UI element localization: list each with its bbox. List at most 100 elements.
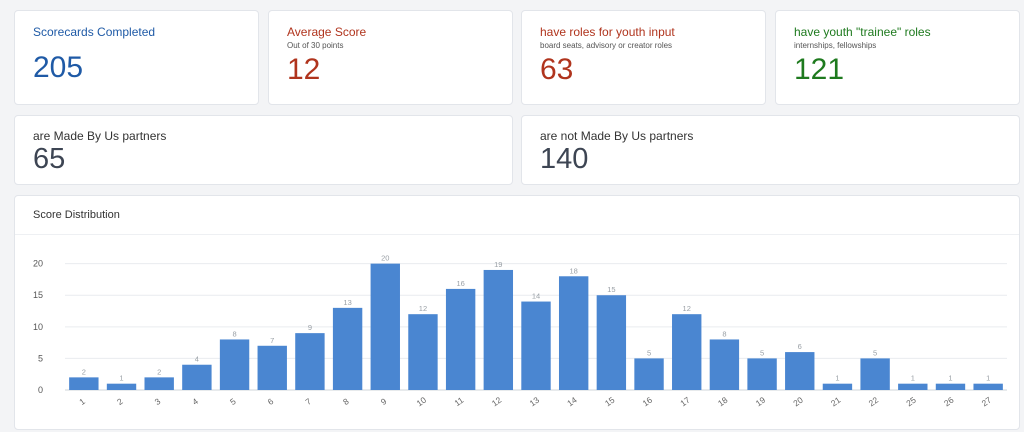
bar	[332, 307, 363, 390]
x-tick-label: 7	[303, 396, 313, 407]
data-label: 1	[948, 374, 952, 383]
stat-value: 12	[287, 53, 321, 86]
bar	[596, 295, 627, 390]
partners-title: are not Made By Us partners	[540, 129, 694, 143]
bar	[672, 314, 702, 390]
bar	[445, 288, 476, 390]
bar	[785, 352, 815, 390]
bar	[257, 345, 287, 390]
data-label: 16	[456, 279, 464, 288]
x-tick-label: 1	[77, 396, 87, 407]
y-tick-label: 5	[38, 353, 43, 363]
data-label: 6	[798, 342, 802, 351]
bar	[860, 358, 890, 390]
x-tick-label: 10	[414, 395, 428, 409]
x-tick-label: 14	[565, 395, 579, 409]
x-tick-label: 11	[452, 395, 465, 408]
data-label: 1	[911, 374, 915, 383]
stat-value: 205	[33, 51, 84, 84]
x-tick-label: 5	[228, 396, 238, 407]
bar	[634, 358, 664, 390]
bar	[370, 263, 400, 390]
stat-card-completed: Scorecards Completed 205	[14, 10, 259, 105]
x-tick-label: 2	[115, 396, 125, 407]
stat-title: Scorecards Completed	[33, 25, 156, 39]
bar	[822, 383, 853, 390]
partners-card-made-by-us: are Made By Us partners 65	[14, 115, 513, 185]
data-label: 20	[381, 254, 389, 263]
bar	[747, 358, 777, 390]
stat-card-youth-input: have roles for youth input board seats, …	[521, 10, 766, 105]
partners-value: 65	[33, 143, 66, 175]
data-label: 12	[419, 304, 427, 313]
x-tick-label: 12	[490, 395, 504, 409]
x-tick-label: 8	[341, 396, 351, 407]
data-label: 9	[308, 323, 312, 332]
data-label: 4	[195, 355, 199, 364]
stat-title: have roles for youth input	[540, 25, 675, 39]
data-label: 12	[683, 304, 691, 313]
data-label: 14	[532, 292, 540, 301]
data-label: 1	[986, 374, 990, 383]
bar	[408, 314, 438, 390]
bar	[898, 383, 928, 390]
bar	[219, 339, 250, 390]
x-tick-label: 19	[754, 395, 768, 409]
x-tick-label: 16	[641, 395, 655, 409]
y-tick-label: 10	[33, 322, 43, 332]
bar	[106, 383, 137, 390]
data-label: 2	[82, 367, 86, 376]
partners-title: are Made By Us partners	[33, 129, 167, 143]
x-tick-label: 9	[379, 396, 389, 407]
x-tick-label: 13	[528, 395, 542, 409]
data-label: 8	[232, 329, 236, 338]
bar	[144, 377, 174, 390]
bar	[69, 377, 99, 390]
x-tick-label: 25	[904, 395, 918, 409]
x-tick-label: 17	[678, 395, 692, 409]
stat-subtitle: Out of 30 points	[287, 41, 344, 50]
bar	[709, 339, 740, 390]
data-label: 19	[494, 260, 502, 269]
bar	[521, 301, 551, 390]
y-tick-label: 20	[33, 259, 43, 269]
x-tick-label: 26	[942, 395, 956, 409]
x-tick-label: 22	[867, 395, 881, 409]
x-tick-label: 4	[190, 396, 200, 407]
data-label: 1	[835, 374, 839, 383]
x-tick-label: 21	[829, 395, 843, 409]
stat-card-average: Average Score Out of 30 points 12	[268, 10, 513, 105]
bar	[558, 276, 589, 390]
stat-card-trainee: have youth "trainee" roles internships, …	[775, 10, 1020, 105]
stat-subtitle: board seats, advisory or creator roles	[540, 41, 673, 50]
data-label: 13	[343, 298, 351, 307]
bar	[182, 364, 212, 390]
stat-value: 63	[540, 53, 574, 86]
bar	[973, 383, 1003, 390]
bar	[483, 269, 514, 390]
data-label: 8	[722, 329, 726, 338]
stat-subtitle: internships, fellowships	[794, 41, 877, 50]
data-label: 7	[270, 336, 274, 345]
data-label: 18	[570, 266, 578, 275]
x-tick-label: 27	[980, 395, 994, 409]
data-label: 15	[607, 285, 615, 294]
data-label: 5	[760, 348, 764, 357]
data-label: 1	[119, 374, 123, 383]
data-label: 5	[873, 348, 877, 357]
y-tick-label: 15	[33, 290, 43, 300]
x-tick-label: 18	[716, 395, 730, 409]
partners-card-not-made-by-us: are not Made By Us partners 140	[521, 115, 1020, 185]
score-distribution-card: Score Distribution 0 5 10 15 20 2 1 1 2 2 3 4 4 8 5 7 6 9…	[14, 195, 1020, 430]
data-label: 5	[647, 348, 651, 357]
bar	[935, 383, 966, 390]
x-tick-label: 15	[603, 395, 617, 409]
x-tick-label: 20	[791, 395, 805, 409]
data-label: 2	[157, 367, 161, 376]
bar	[295, 333, 325, 390]
stat-title: Average Score	[287, 25, 367, 39]
partners-value: 140	[540, 143, 589, 175]
stat-value: 121	[794, 53, 845, 86]
stat-title: have youth "trainee" roles	[794, 25, 931, 39]
chart-title: Score Distribution	[33, 209, 120, 221]
